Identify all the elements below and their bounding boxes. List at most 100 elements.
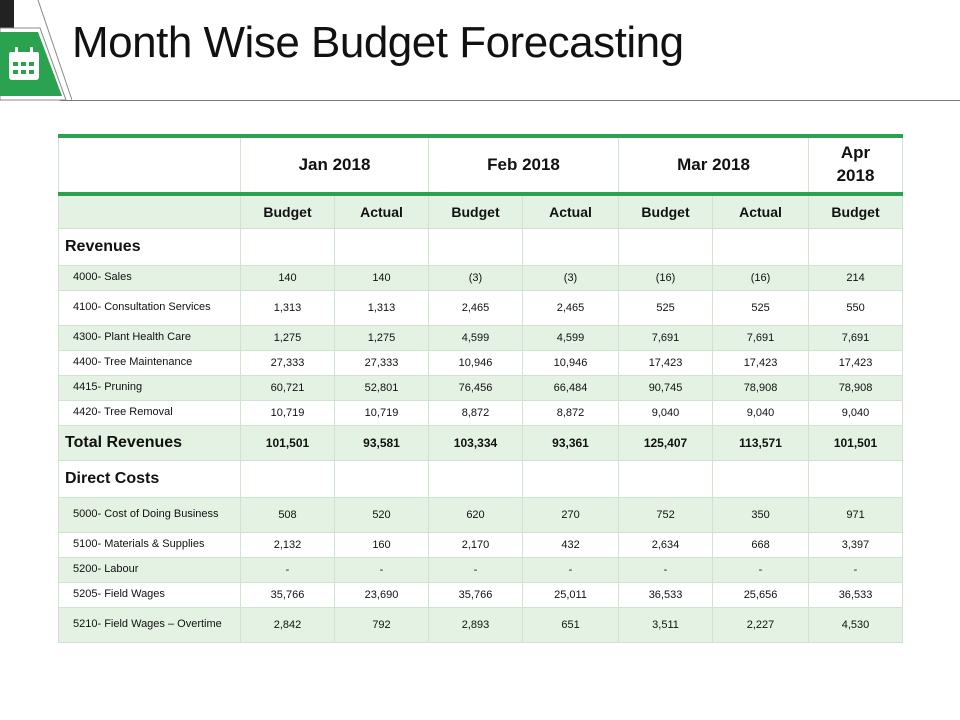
value-cell: 78,908 (808, 375, 904, 401)
value-cell: 1,313 (240, 290, 335, 326)
empty-cell (240, 228, 335, 266)
empty-cell (428, 228, 523, 266)
value-cell: 25,656 (712, 582, 810, 608)
value-cell: 10,946 (428, 350, 523, 376)
value-cell: 10,946 (521, 350, 620, 376)
value-cell: 792 (334, 607, 429, 643)
total-value-cell: 101,501 (808, 425, 904, 461)
value-cell: 3,511 (618, 607, 714, 643)
budget-table: Jan 2018 Feb 2018 Mar 2018 Apr 2018 Budg… (58, 134, 904, 643)
subheader-cell: Actual (334, 193, 429, 229)
total-revenues-label: Total Revenues (58, 425, 241, 461)
value-cell: 350 (712, 497, 810, 533)
subheader-cell: Actual (712, 193, 810, 229)
value-cell: 3,397 (808, 532, 904, 558)
value-cell: 7,691 (808, 325, 904, 351)
total-value-cell: 93,361 (521, 425, 620, 461)
empty-cell (428, 460, 523, 498)
empty-cell (521, 228, 620, 266)
row-label: 4400- Tree Maintenance (58, 350, 241, 376)
subheader-cell: Budget (240, 193, 335, 229)
empty-cell (808, 228, 904, 266)
table-row: 4000- Sales 140 140 (3) (3) (16) (16) 214 (58, 265, 904, 291)
row-label: 5210- Field Wages – Overtime (58, 607, 241, 643)
value-cell: 140 (334, 265, 429, 291)
value-cell: - (521, 557, 620, 583)
direct-costs-section-row: Direct Costs (58, 460, 904, 498)
subheader-cell: Actual (521, 193, 620, 229)
empty-cell (334, 460, 429, 498)
empty-cell (808, 460, 904, 498)
value-cell: 550 (808, 290, 904, 326)
empty-cell (618, 228, 714, 266)
table-row: 4420- Tree Removal 10,719 10,719 8,872 8,872… (58, 400, 904, 426)
total-value-cell: 93,581 (334, 425, 429, 461)
value-cell: 9,040 (618, 400, 714, 426)
row-label: 5000- Cost of Doing Business (58, 497, 241, 533)
value-cell: 4,599 (521, 325, 620, 351)
value-cell: 35,766 (428, 582, 523, 608)
value-cell: 2,465 (428, 290, 523, 326)
value-cell: 17,423 (618, 350, 714, 376)
value-cell: 27,333 (240, 350, 335, 376)
section-label: Revenues (58, 228, 241, 266)
value-cell: 60,721 (240, 375, 335, 401)
table-row: 5210- Field Wages – Overtime 2,842 792 2,89… (58, 607, 904, 643)
value-cell: 4,530 (808, 607, 904, 643)
empty-cell (712, 460, 810, 498)
header-blank-cell (58, 134, 241, 196)
total-value-cell: 113,571 (712, 425, 810, 461)
empty-cell (712, 228, 810, 266)
month-header-mar: Mar 2018 (618, 134, 810, 196)
value-cell: 971 (808, 497, 904, 533)
value-cell: 25,011 (521, 582, 620, 608)
value-cell: (3) (428, 265, 523, 291)
value-cell: 8,872 (428, 400, 523, 426)
value-cell: - (808, 557, 904, 583)
table-row: 4400- Tree Maintenance 27,333 27,333 10,946… (58, 350, 904, 376)
value-cell: 620 (428, 497, 523, 533)
corner-bar (0, 0, 14, 30)
value-cell: - (240, 557, 335, 583)
row-label: 5100- Materials & Supplies (58, 532, 241, 558)
subheader-row: Budget Actual Budget Actual Budget Actua… (58, 193, 904, 229)
subheader-cell: Budget (808, 193, 904, 229)
title-divider (60, 100, 960, 101)
value-cell: 4,599 (428, 325, 523, 351)
month-header-apr-text: Apr 2018 (836, 143, 875, 185)
empty-cell (521, 460, 620, 498)
value-cell: 752 (618, 497, 714, 533)
value-cell: 36,533 (808, 582, 904, 608)
value-cell: 2,132 (240, 532, 335, 558)
total-value-cell: 103,334 (428, 425, 523, 461)
value-cell: 432 (521, 532, 620, 558)
value-cell: - (428, 557, 523, 583)
value-cell: 2,842 (240, 607, 335, 643)
value-cell: - (334, 557, 429, 583)
value-cell: 8,872 (521, 400, 620, 426)
empty-cell (240, 460, 335, 498)
page-title: Month Wise Budget Forecasting (72, 18, 684, 67)
value-cell: 78,908 (712, 375, 810, 401)
month-header-apr: Apr 2018 (808, 134, 904, 196)
value-cell: 214 (808, 265, 904, 291)
value-cell: 2,634 (618, 532, 714, 558)
value-cell: (16) (618, 265, 714, 291)
table-row: 4415- Pruning 60,721 52,801 76,456 66,484 90,… (58, 375, 904, 401)
month-header-feb: Feb 2018 (427, 134, 620, 196)
value-cell: 2,170 (428, 532, 523, 558)
value-cell: 36,533 (618, 582, 714, 608)
month-header-jan: Jan 2018 (240, 134, 429, 196)
total-revenues-row: Total Revenues 101,501 93,581 103,334 93,361… (58, 425, 904, 461)
row-label: 4420- Tree Removal (58, 400, 241, 426)
value-cell: - (618, 557, 714, 583)
row-label: 5200- Labour (58, 557, 241, 583)
value-cell: 23,690 (334, 582, 429, 608)
value-cell: 35,766 (240, 582, 335, 608)
value-cell: 66,484 (521, 375, 620, 401)
revenues-section-row: Revenues (58, 228, 904, 266)
value-cell: 10,719 (240, 400, 335, 426)
value-cell: 10,719 (334, 400, 429, 426)
value-cell: (16) (712, 265, 810, 291)
value-cell: 76,456 (428, 375, 523, 401)
